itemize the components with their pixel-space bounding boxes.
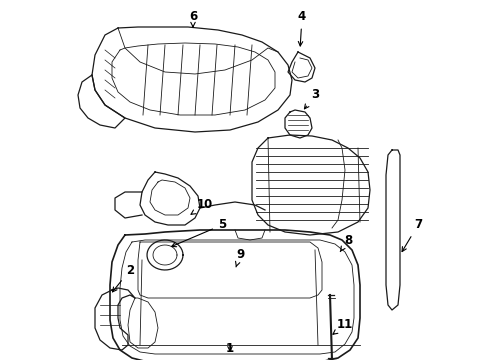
- Text: 11: 11: [333, 319, 353, 334]
- Text: 5: 5: [172, 219, 226, 247]
- Text: 10: 10: [191, 198, 213, 214]
- Text: 9: 9: [236, 248, 244, 267]
- Text: 6: 6: [189, 10, 197, 27]
- Text: 2: 2: [113, 264, 134, 292]
- Text: 8: 8: [340, 234, 352, 252]
- Text: 3: 3: [304, 89, 319, 109]
- Text: 4: 4: [298, 10, 306, 46]
- Text: 7: 7: [402, 219, 422, 252]
- Text: 1: 1: [226, 342, 234, 355]
